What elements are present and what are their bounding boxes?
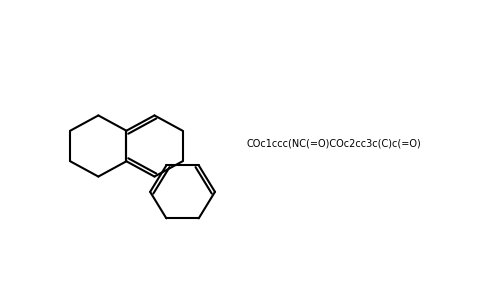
Text: COc1ccc(NC(=O)COc2cc3c(C)c(=O): COc1ccc(NC(=O)COc2cc3c(C)c(=O) [246,138,421,148]
